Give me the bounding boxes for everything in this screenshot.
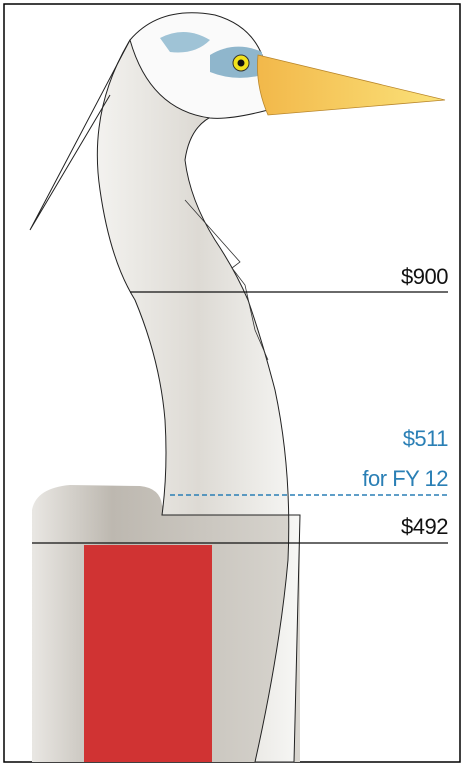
page: $900 $511 for FY 12 $492 (() => { const … (0, 0, 469, 767)
red-bar (84, 545, 212, 762)
projected-note: for FY 12 (362, 466, 448, 491)
pupil (238, 60, 245, 67)
level-label: $900 (401, 264, 448, 289)
level-label: $492 (401, 514, 448, 539)
projected-label: $511 (403, 426, 449, 451)
infographic: $900 $511 for FY 12 $492 (0, 0, 469, 767)
